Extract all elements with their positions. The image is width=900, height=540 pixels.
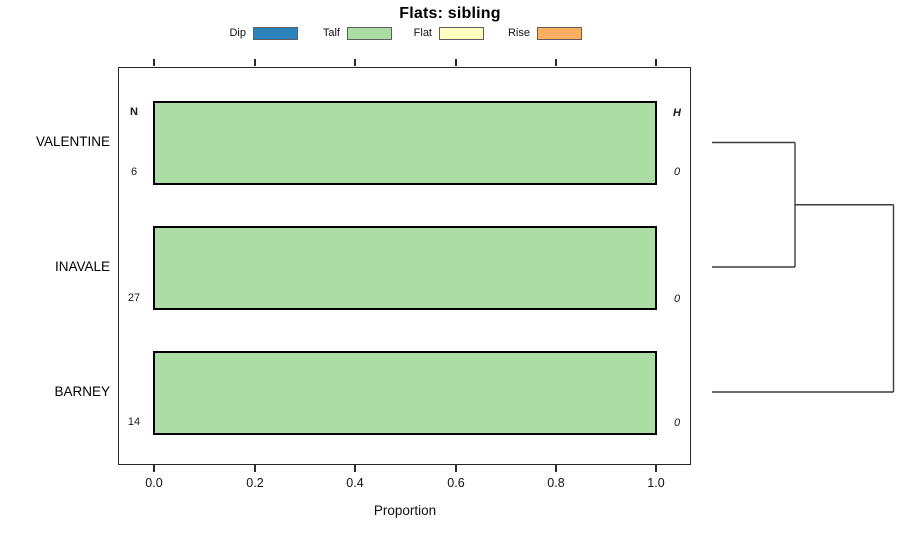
- chart-title: Flats: sibling: [399, 5, 501, 22]
- legend-swatch-rise: [537, 26, 582, 40]
- legend-entry-flat: Flat: [400, 25, 484, 41]
- top-axis-tick: [455, 59, 457, 66]
- h-value-inavale: 0: [673, 293, 681, 305]
- row-label-barney: BARNEY: [54, 384, 110, 399]
- dendrogram: [712, 141, 895, 393]
- plot-panel: N H 6 27 14 0 0 0: [118, 67, 691, 465]
- bar-barney: [153, 351, 657, 435]
- legend-swatch-dip: [253, 26, 298, 40]
- n-value-valentine: 6: [130, 166, 138, 178]
- x-axis-tick: [555, 465, 557, 472]
- legend-label-rise: Rise: [507, 27, 530, 39]
- top-axis-tick: [254, 59, 256, 66]
- top-axis-tick: [655, 59, 657, 66]
- h-value-valentine: 0: [673, 166, 681, 178]
- n-value-barney: 14: [127, 416, 141, 428]
- top-axis-tick: [555, 59, 557, 66]
- n-column-header: N: [130, 106, 138, 118]
- top-axis-tick: [354, 59, 356, 66]
- x-axis-tick: [655, 465, 657, 472]
- x-axis-tick: [254, 465, 256, 472]
- top-axis-tick: [153, 59, 155, 66]
- x-tick-label: 0.8: [547, 476, 565, 490]
- legend-entry-talf: Talf: [308, 25, 392, 41]
- n-value-inavale: 27: [127, 292, 141, 304]
- legend-label-flat: Flat: [413, 27, 432, 39]
- h-value-barney: 0: [673, 417, 681, 429]
- x-axis-tick: [153, 465, 155, 472]
- x-axis-title: Proportion: [373, 503, 437, 518]
- x-tick-label: 0.2: [246, 476, 264, 490]
- x-tick-label: 0.6: [447, 476, 465, 490]
- x-tick-label: 1.0: [647, 476, 665, 490]
- bar-inavale: [153, 226, 657, 310]
- legend-entry-rise: Rise: [498, 25, 582, 41]
- legend-entry-dip: Dip: [214, 25, 298, 41]
- x-tick-label: 0.4: [346, 476, 364, 490]
- h-column-header: H: [673, 107, 681, 119]
- legend-swatch-flat: [439, 26, 484, 40]
- row-label-valentine: VALENTINE: [35, 134, 110, 149]
- bar-valentine: [153, 101, 657, 185]
- legend-swatch-talf: [347, 26, 392, 40]
- x-axis-tick: [354, 465, 356, 472]
- row-label-inavale: INAVALE: [54, 259, 110, 274]
- x-tick-label: 0.0: [145, 476, 163, 490]
- legend-label-talf: Talf: [322, 27, 340, 39]
- legend-label-dip: Dip: [229, 27, 246, 39]
- x-axis-tick: [455, 465, 457, 472]
